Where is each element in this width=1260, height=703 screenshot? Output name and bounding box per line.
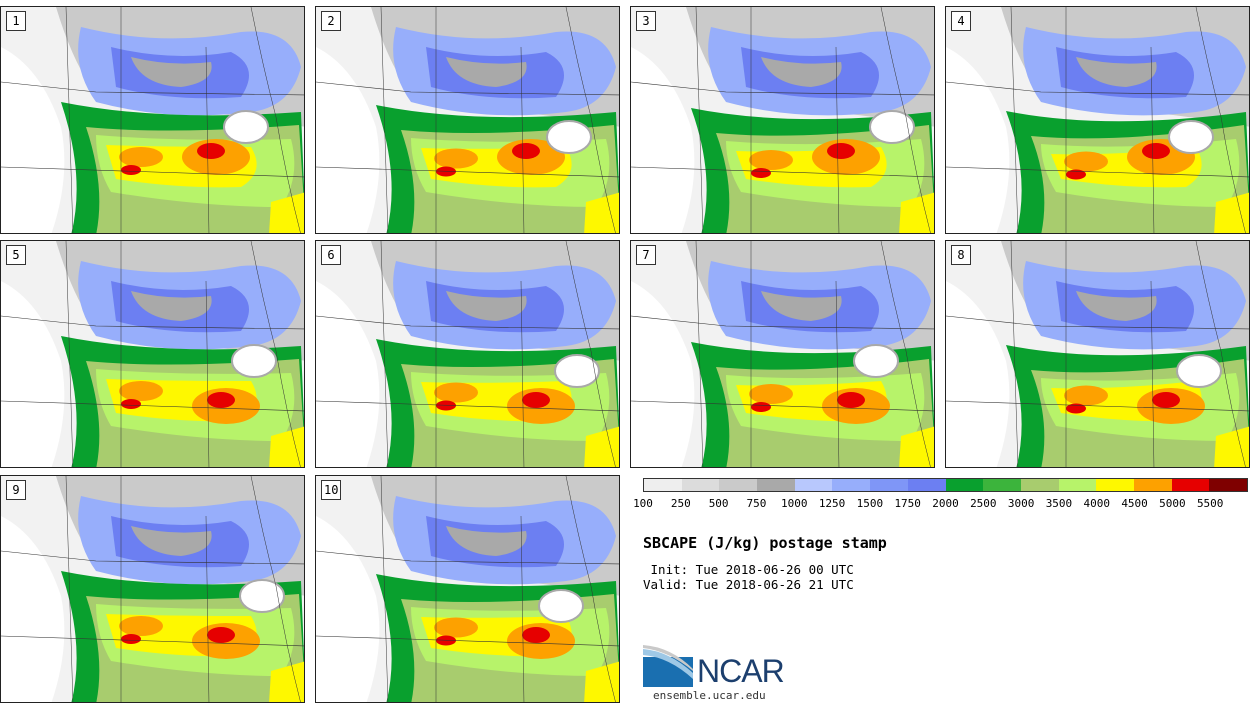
sbcape-field bbox=[1, 241, 304, 467]
colorbar-tick-label: 4500 bbox=[1121, 497, 1148, 510]
ensemble-member-panel: 3 bbox=[630, 6, 935, 234]
valid-time: Valid: Tue 2018-06-26 21 UTC bbox=[643, 577, 854, 592]
colorbar-swatch bbox=[1209, 479, 1247, 491]
colorbar-tick-label: 1000 bbox=[781, 497, 808, 510]
member-number-label: 5 bbox=[6, 245, 26, 265]
colorbar-swatch bbox=[832, 479, 871, 491]
colorbar-tick-label: 1250 bbox=[818, 497, 846, 510]
colorbar-tick-label: 4000 bbox=[1083, 497, 1111, 510]
ensemble-member-panel: 7 bbox=[630, 240, 935, 468]
colorbar-tick-label: 3000 bbox=[1007, 497, 1035, 510]
colorbar-tick-label: 5500 bbox=[1196, 497, 1224, 510]
sbcape-field bbox=[316, 476, 619, 702]
figure-title: SBCAPE (J/kg) postage stamp bbox=[643, 534, 887, 552]
colorbar bbox=[643, 478, 1248, 492]
colorbar-swatch bbox=[870, 479, 908, 491]
ensemble-member-panel: 4 bbox=[945, 6, 1250, 234]
ensemble-member-panel: 1 bbox=[0, 6, 305, 234]
colorbar-swatch bbox=[681, 479, 720, 491]
ncar-logo-icon bbox=[643, 645, 693, 687]
ncar-wordmark: NCAR bbox=[697, 653, 785, 689]
sbcape-field bbox=[631, 241, 934, 467]
sbcape-field bbox=[316, 7, 619, 233]
colorbar-tick-label: 2500 bbox=[970, 497, 997, 510]
colorbar-swatch bbox=[907, 479, 946, 491]
ensemble-member-panel: 6 bbox=[315, 240, 620, 468]
colorbar-swatch bbox=[945, 479, 984, 491]
colorbar-tick-label: 2000 bbox=[932, 497, 959, 510]
member-number-label: 8 bbox=[951, 245, 971, 265]
member-number-label: 2 bbox=[321, 11, 341, 31]
sbcape-field bbox=[316, 241, 619, 467]
ncar-logo: NCAR bbox=[643, 645, 803, 690]
colorbar-tick-label: 3500 bbox=[1045, 497, 1073, 510]
ensemble-member-panel: 5 bbox=[0, 240, 305, 468]
colorbar-swatch bbox=[1096, 479, 1134, 491]
member-number-label: 10 bbox=[321, 480, 342, 500]
colorbar-swatch bbox=[983, 479, 1021, 491]
member-number-label: 6 bbox=[321, 245, 341, 265]
colorbar-swatch bbox=[719, 479, 758, 491]
colorbar-tick-label: 750 bbox=[746, 497, 767, 510]
colorbar-tick-label: 1500 bbox=[856, 497, 884, 510]
colorbar-swatch bbox=[644, 479, 682, 491]
init-time: Init: Tue 2018-06-26 00 UTC bbox=[643, 562, 854, 577]
sbcape-field bbox=[946, 241, 1249, 467]
sbcape-field bbox=[946, 7, 1249, 233]
sbcape-field bbox=[1, 7, 304, 233]
ensemble-member-panel: 2 bbox=[315, 6, 620, 234]
sbcape-field bbox=[631, 7, 934, 233]
colorbar-swatch bbox=[1020, 479, 1059, 491]
colorbar-tick-label: 5000 bbox=[1159, 497, 1186, 510]
member-number-label: 3 bbox=[636, 11, 656, 31]
member-number-label: 4 bbox=[951, 11, 971, 31]
colorbar-swatch bbox=[794, 479, 833, 491]
member-number-label: 7 bbox=[636, 245, 656, 265]
colorbar-tick-label: 1750 bbox=[894, 497, 921, 510]
ensemble-member-panel: 8 bbox=[945, 240, 1250, 468]
ensemble-member-panel: 9 bbox=[0, 475, 305, 703]
member-number-label: 9 bbox=[6, 480, 26, 500]
sbcape-field bbox=[1, 476, 304, 702]
colorbar-swatch bbox=[1058, 479, 1097, 491]
site-url[interactable]: ensemble.ucar.edu bbox=[653, 689, 766, 702]
colorbar-tick-labels: 100 250 500 750 1000 1250 1500 1750 2000 2500 3000… bbox=[633, 497, 1248, 513]
colorbar-tick-label: 100 bbox=[633, 497, 653, 510]
colorbar-swatch bbox=[1133, 479, 1172, 491]
colorbar-swatch bbox=[757, 479, 795, 491]
colorbar-tick-label: 250 bbox=[670, 497, 691, 510]
ensemble-member-panel: 10 bbox=[315, 475, 620, 703]
member-number-label: 1 bbox=[6, 11, 26, 31]
colorbar-tick-label: 500 bbox=[708, 497, 729, 510]
colorbar-swatch bbox=[1171, 479, 1210, 491]
